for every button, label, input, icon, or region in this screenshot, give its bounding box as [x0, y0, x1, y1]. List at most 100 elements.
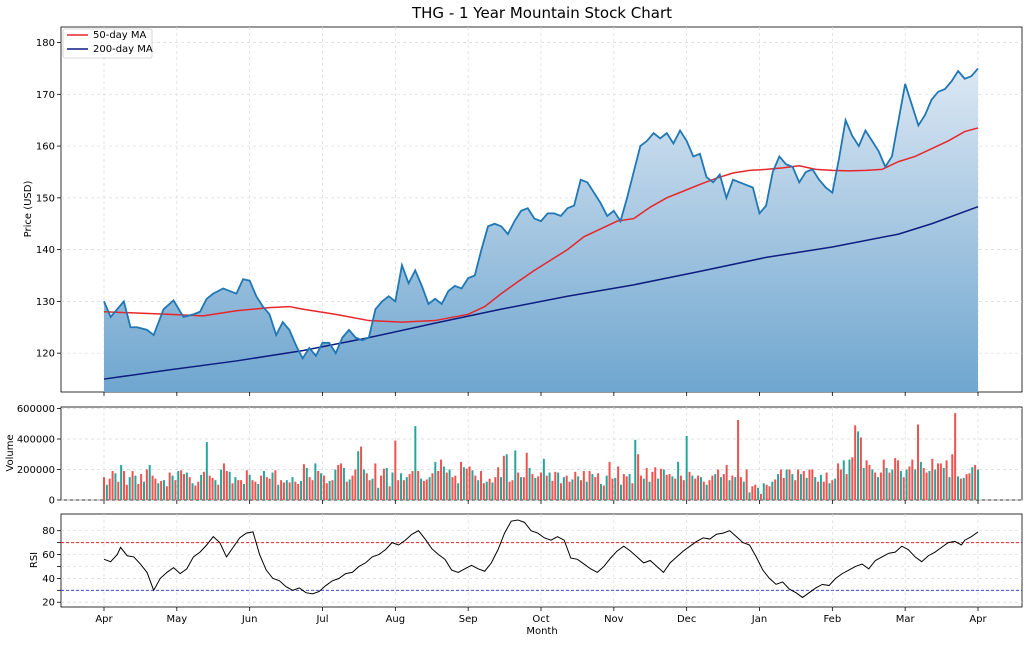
- volume-bar: [651, 471, 654, 500]
- volume-bar: [271, 472, 274, 500]
- volume-bar: [360, 446, 363, 500]
- volume-bar: [531, 474, 534, 500]
- volume-bar: [922, 467, 925, 500]
- volume-bar: [314, 463, 317, 500]
- volume-bar: [500, 477, 503, 500]
- volume-bar: [971, 467, 974, 500]
- volume-bar: [342, 467, 345, 500]
- volume-bar: [605, 475, 608, 500]
- volume-bar: [702, 481, 705, 500]
- volume-bar: [282, 482, 285, 500]
- volume-bar: [254, 481, 257, 500]
- volume-bar: [765, 484, 768, 500]
- volume-bar: [662, 469, 665, 500]
- volume-bar: [671, 476, 674, 500]
- volume-bar: [140, 474, 143, 500]
- volume-bar: [594, 477, 597, 500]
- volume-bar: [337, 464, 340, 500]
- volume-bar: [362, 469, 365, 500]
- volume-bar: [311, 480, 314, 500]
- volume-bar: [234, 477, 237, 500]
- volume-bar: [111, 471, 114, 500]
- volume-bar: [468, 466, 471, 500]
- volume-bar: [925, 472, 928, 500]
- x-tick-label: Oct: [532, 614, 549, 625]
- volume-bar: [782, 477, 785, 500]
- volume-bar: [611, 478, 614, 500]
- volume-bar: [762, 483, 765, 500]
- volume-bar: [751, 486, 754, 500]
- volume-bar: [454, 475, 457, 500]
- volume-bar: [877, 477, 880, 500]
- volume-bar: [328, 480, 331, 500]
- x-axis: Apr May Jun Jul Aug Sep Oct Nov Dec Jan Feb Mar Apr: [95, 392, 988, 625]
- volume-bar: [777, 474, 780, 500]
- volume-bar: [108, 478, 111, 500]
- volume-bar: [120, 464, 123, 500]
- volume-bar: [103, 477, 105, 500]
- volume-bar: [437, 471, 440, 500]
- volume-bar: [145, 469, 148, 500]
- volume-bar: [377, 487, 380, 500]
- volume-bar: [448, 469, 451, 500]
- volume-bar: [637, 454, 640, 500]
- price-y-tick-label: 170: [36, 90, 55, 101]
- volume-bar: [748, 492, 751, 500]
- volume-bar: [257, 483, 260, 500]
- volume-bar: [434, 461, 437, 500]
- x-tick-label: Jun: [241, 614, 258, 625]
- volume-bar: [131, 471, 134, 500]
- volume-bar: [574, 471, 577, 500]
- volume-bar: [577, 476, 580, 500]
- volume-bar: [442, 466, 445, 500]
- volume-bar: [308, 477, 311, 500]
- volume-bar: [937, 463, 940, 500]
- volume-bar: [908, 466, 911, 500]
- x-axis-label: Month: [526, 626, 557, 637]
- price-y-tick-label: 120: [36, 349, 55, 360]
- volume-bar: [719, 477, 722, 500]
- volume-bar: [871, 469, 874, 500]
- volume-bar: [231, 483, 234, 500]
- volume-bar: [240, 480, 243, 500]
- x-tick-label: Jan: [751, 614, 767, 625]
- volume-bar: [325, 483, 328, 500]
- volume-bar: [165, 486, 168, 500]
- volume-bar: [851, 457, 854, 500]
- volume-bar: [805, 477, 808, 500]
- volume-bar: [799, 474, 802, 500]
- volume-bar: [460, 461, 463, 500]
- volume-bar: [322, 475, 325, 500]
- volume-bar: [300, 480, 303, 500]
- ma200-line: [103, 205, 979, 380]
- volume-bar: [797, 469, 800, 500]
- volume-bar: [659, 468, 662, 500]
- volume-bar: [682, 480, 685, 500]
- volume-bar: [831, 480, 834, 500]
- volume-bar: [428, 477, 431, 500]
- volume-bar: [794, 480, 797, 500]
- volume-bar: [802, 471, 805, 500]
- volume-bar: [608, 461, 611, 500]
- volume-bar: [262, 471, 265, 500]
- volume-bar: [160, 480, 163, 500]
- rsi-panel-frame: [60, 513, 1023, 608]
- volume-bar: [602, 485, 605, 500]
- volume-bar: [485, 481, 488, 500]
- volume-bar: [408, 474, 411, 500]
- volume-bar: [440, 459, 443, 500]
- volume-bar: [208, 475, 211, 500]
- volume-bar: [785, 469, 788, 500]
- volume-bar: [888, 472, 891, 500]
- volume-bar: [562, 477, 565, 500]
- volume-bar: [242, 483, 245, 500]
- volume-bar: [928, 471, 931, 500]
- volume-bar: [768, 486, 771, 500]
- volume-bar: [557, 472, 560, 500]
- volume-bar: [914, 469, 917, 500]
- volume-bar: [151, 475, 154, 500]
- volume-bar: [105, 484, 108, 500]
- volume-bar: [222, 463, 225, 500]
